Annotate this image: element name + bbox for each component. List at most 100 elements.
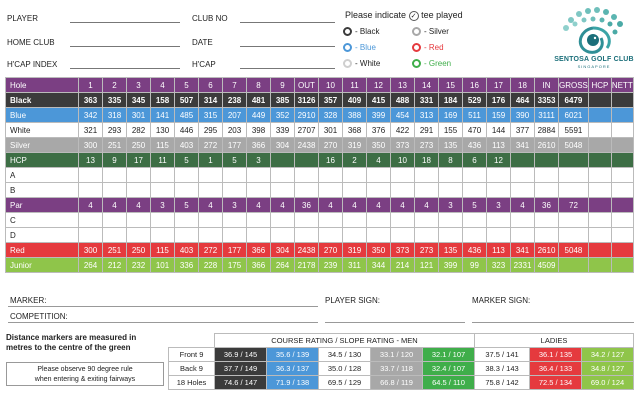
score-cell[interactable] [198, 212, 223, 228]
score-cell[interactable] [558, 182, 589, 198]
score-cell[interactable] [610, 182, 634, 198]
score-cell[interactable] [534, 227, 559, 243]
score-cell[interactable] [126, 227, 151, 243]
competition-field[interactable] [8, 322, 318, 323]
score-cell[interactable] [486, 182, 511, 198]
score-cell[interactable] [366, 182, 391, 198]
score-cell[interactable] [126, 182, 151, 198]
score-cell[interactable] [414, 182, 439, 198]
score-cell[interactable] [414, 167, 439, 183]
score-cell[interactable] [270, 182, 295, 198]
score-cell[interactable] [390, 167, 415, 183]
score-cell[interactable] [78, 227, 103, 243]
score-cell[interactable] [78, 212, 103, 228]
score-cell[interactable] [246, 182, 271, 198]
score-cell[interactable] [102, 227, 127, 243]
score-cell[interactable] [414, 212, 439, 228]
score-cell[interactable] [294, 212, 319, 228]
score-cell[interactable] [174, 182, 199, 198]
score-cell[interactable] [587, 182, 612, 198]
score-cell[interactable] [246, 212, 271, 228]
score-cell[interactable] [174, 167, 199, 183]
score-cell[interactable] [126, 212, 151, 228]
score-cell[interactable] [294, 182, 319, 198]
score-cell[interactable] [610, 227, 634, 243]
score-cell[interactable] [610, 212, 634, 228]
player-field[interactable] [70, 22, 180, 23]
score-cell[interactable] [246, 227, 271, 243]
score-cell[interactable] [342, 182, 367, 198]
score-cell[interactable] [366, 167, 391, 183]
score-cell[interactable] [198, 167, 223, 183]
marker-sign-field[interactable] [472, 322, 634, 323]
score-cell[interactable] [366, 227, 391, 243]
score-cell[interactable] [462, 227, 487, 243]
hcap-field[interactable] [240, 68, 335, 69]
score-cell[interactable] [222, 182, 247, 198]
score-cell[interactable] [150, 227, 175, 243]
score-cell[interactable] [486, 227, 511, 243]
score-cell[interactable] [222, 167, 247, 183]
score-cell[interactable] [342, 227, 367, 243]
score-cell[interactable] [174, 212, 199, 228]
score-cell[interactable] [534, 167, 559, 183]
score-cell[interactable] [78, 167, 103, 183]
score-cell[interactable] [102, 212, 127, 228]
score-cell[interactable] [486, 212, 511, 228]
score-cell[interactable] [150, 182, 175, 198]
score-cell[interactable] [342, 167, 367, 183]
score-cell[interactable] [318, 227, 343, 243]
score-cell[interactable] [390, 212, 415, 228]
score-cell[interactable] [174, 227, 199, 243]
score-cell[interactable] [558, 227, 589, 243]
score-cell[interactable] [414, 227, 439, 243]
score-cell[interactable] [246, 167, 271, 183]
score-cell[interactable] [294, 227, 319, 243]
score-cell[interactable] [150, 212, 175, 228]
score-cell[interactable] [270, 227, 295, 243]
score-cell[interactable] [102, 167, 127, 183]
score-cell[interactable] [610, 167, 634, 183]
tee-option-silver[interactable]: - Silver [412, 27, 449, 37]
score-cell[interactable] [150, 167, 175, 183]
score-cell[interactable] [318, 167, 343, 183]
score-cell[interactable] [390, 182, 415, 198]
score-cell[interactable] [294, 167, 319, 183]
score-cell[interactable] [366, 212, 391, 228]
score-cell[interactable] [486, 167, 511, 183]
score-cell[interactable] [318, 212, 343, 228]
score-cell[interactable] [510, 182, 535, 198]
score-cell[interactable] [102, 182, 127, 198]
score-cell[interactable] [462, 167, 487, 183]
player-sign-field[interactable] [325, 322, 465, 323]
score-cell[interactable] [342, 212, 367, 228]
score-cell[interactable] [222, 212, 247, 228]
score-cell[interactable] [587, 212, 612, 228]
score-cell[interactable] [558, 212, 589, 228]
tee-option-black[interactable]: - Black [343, 27, 379, 37]
club-no-field[interactable] [240, 22, 335, 23]
score-cell[interactable] [438, 227, 463, 243]
tee-option-red[interactable]: - Red [412, 43, 444, 53]
score-cell[interactable] [438, 182, 463, 198]
score-cell[interactable] [198, 227, 223, 243]
score-cell[interactable] [510, 212, 535, 228]
score-cell[interactable] [126, 167, 151, 183]
score-cell[interactable] [510, 227, 535, 243]
score-cell[interactable] [587, 227, 612, 243]
score-cell[interactable] [534, 212, 559, 228]
score-cell[interactable] [534, 182, 559, 198]
home-club-field[interactable] [70, 46, 180, 47]
score-cell[interactable] [510, 167, 535, 183]
score-cell[interactable] [438, 167, 463, 183]
score-cell[interactable] [558, 167, 589, 183]
score-cell[interactable] [438, 212, 463, 228]
score-cell[interactable] [462, 182, 487, 198]
tee-option-blue[interactable]: - Blue [343, 43, 376, 53]
date-field[interactable] [240, 46, 335, 47]
marker-field[interactable] [8, 306, 318, 307]
score-cell[interactable] [462, 212, 487, 228]
score-cell[interactable] [198, 182, 223, 198]
score-cell[interactable] [222, 227, 247, 243]
tee-option-green[interactable]: - Green [412, 59, 451, 69]
